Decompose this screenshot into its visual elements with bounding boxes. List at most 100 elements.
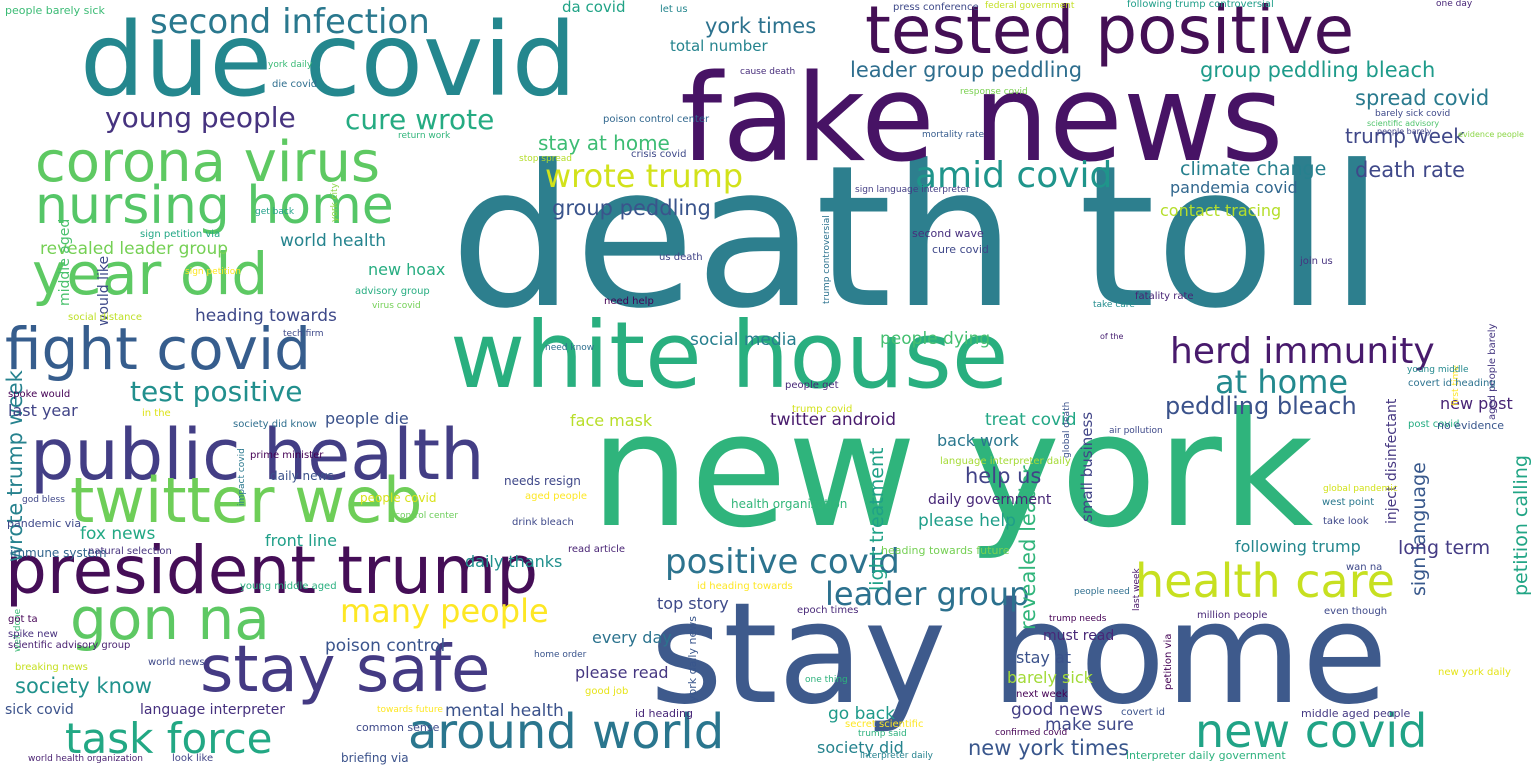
word-cloud-term: every day [592,628,672,647]
word-cloud-term: please read [575,663,669,682]
word-cloud-term: total number [670,37,768,55]
word-cloud-term: spoke would [8,389,71,400]
word-cloud-term: sign petition via [140,229,221,240]
word-cloud-term: world news [148,657,205,668]
word-cloud-term: around world [408,704,725,760]
word-cloud-term: federal government [985,1,1075,11]
word-cloud-term: aged people barely [1487,323,1498,420]
word-cloud-term: needs resign [504,474,581,488]
word-cloud-term: world health organization [28,754,143,764]
word-cloud-term: take care [1093,300,1135,310]
word-cloud-term: natural selection [88,546,172,557]
word-cloud-term: positive covid [665,542,900,582]
word-cloud-term: death rate [1355,158,1465,182]
word-cloud-term: heading towards future [881,544,1010,557]
word-cloud-term: trump said [858,729,907,739]
word-cloud-term: poison control center [603,114,710,125]
word-cloud-term: sick covid [5,702,74,718]
word-cloud-term: trump controversial [822,215,832,304]
word-cloud-term: many people [340,592,549,630]
word-cloud-term: social distance [68,312,143,323]
word-cloud-term: york daily [268,60,313,70]
word-cloud-term: people covid [360,491,437,505]
word-cloud-term: last week [1132,568,1142,611]
word-cloud-term: york daily news [686,616,699,702]
word-cloud-term: people get [785,380,839,391]
word-cloud-term: task force [65,714,273,763]
word-cloud-term: contact tracing [1160,201,1282,220]
word-cloud-term: next week [1016,689,1068,700]
word-cloud-term: young middle [1407,365,1469,375]
word-cloud-term: breaking news [15,662,88,673]
word-cloud-term: inject disinfectant [1384,398,1400,524]
word-cloud-term: towards future [377,705,443,715]
word-cloud-term: take look [1323,516,1369,527]
word-cloud-term: get back [255,207,295,217]
word-cloud-term: cure covid [932,243,989,256]
word-cloud-term: herd immunity [1170,331,1435,372]
word-cloud-term: following trump controversial [1127,0,1274,10]
word-cloud-term: light treatment [866,447,888,591]
word-cloud-term: young people [105,101,296,134]
word-cloud-term: revealed leader [1016,465,1040,630]
word-cloud-term: health care [1135,554,1395,608]
word-cloud-term: second infection [150,2,430,42]
word-cloud-term: one thing [805,675,848,685]
word-cloud-term: trump needs [1049,614,1107,624]
word-cloud-term: sign language [1408,462,1430,596]
word-cloud-term: fox news [80,524,156,544]
word-cloud-term: barely sick [1007,668,1093,687]
word-cloud-term: crisis covid [631,149,687,160]
word-cloud-term: new york daily [1438,667,1511,678]
word-cloud-term: york city [330,183,340,222]
word-cloud-term: gon na [70,585,270,653]
word-cloud-term: air pollution [1109,426,1163,436]
word-cloud-term: daily news [270,469,334,483]
word-cloud-term: read article [568,544,626,555]
word-cloud-term: please help [918,511,1016,531]
word-cloud-term: join us [1300,256,1333,267]
word-cloud-term: society did know [233,419,317,430]
word-cloud-term: white house [450,302,1009,409]
word-cloud-term: secret scientific [845,719,924,730]
word-cloud-term: press conference [893,2,979,13]
word-cloud-term: last year [8,401,78,420]
word-cloud-term: leader group [825,575,1030,613]
word-cloud-term: heading towards [195,306,337,326]
word-cloud-term: sign language interpreter [855,185,970,195]
word-cloud-term: good job [585,686,629,697]
word-cloud-term: go back [828,704,895,724]
word-cloud-term: god bless [22,495,65,505]
word-cloud-term: stay at home [538,131,670,155]
word-cloud-term: at home [1215,363,1349,401]
word-cloud-term: wan na [1346,562,1383,573]
word-cloud-term: id heading towards [697,581,793,592]
word-cloud-term: no evidence [1437,419,1505,432]
word-cloud-term: look like [172,753,214,764]
word-cloud-term: trump week [1345,124,1465,148]
word-cloud-term: people barely [1377,127,1432,136]
word-cloud-term: scientific advisory group [8,640,131,651]
word-cloud-term: new post [1440,394,1513,413]
word-cloud-term: evidence people [1458,130,1524,139]
word-cloud-term: trump covid [792,404,853,415]
word-cloud-term: stay home [650,573,1388,736]
word-cloud-term: got ta [8,614,38,625]
word-cloud-term: global pandemic [1323,484,1398,494]
word-cloud-term: fight covid [5,315,311,383]
word-cloud-term: fatality rate [1135,291,1194,302]
word-cloud-term: prime minister [250,450,324,461]
word-cloud-term: let us [660,4,688,15]
word-cloud-term: second wave [912,227,984,240]
word-cloud-term: president trump [5,532,539,609]
word-cloud-term: impact covid [237,448,247,506]
word-cloud-term: home order [534,650,587,660]
word-cloud-term: public health [30,414,485,496]
word-cloud-term: tested positive [865,0,1355,69]
word-cloud-term: due covid [80,1,577,120]
word-cloud-term: group peddling bleach [1200,58,1436,82]
word-cloud-term: language interpreter [140,702,286,718]
word-cloud-term: sign petition [185,267,241,277]
word-cloud-term: middle aged people [1301,707,1411,720]
